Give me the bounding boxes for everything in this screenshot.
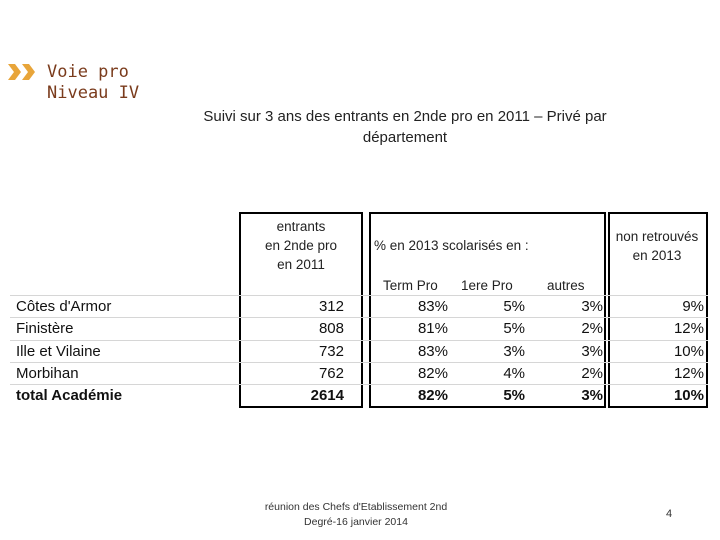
header-scolarises: % en 2013 scolarisés en : [374, 238, 529, 253]
table-row: Finistère 808 81% 5% 2% 12% [10, 318, 710, 340]
department-name: Côtes d'Armor [16, 298, 112, 315]
table-row: Côtes d'Armor 312 83% 5% 3% 9% [10, 296, 710, 318]
page-number: 4 [666, 508, 673, 520]
slide-title: Suivi sur 3 ans des entrants en 2nde pro… [150, 106, 660, 148]
table-border [369, 212, 606, 214]
row-divider [10, 295, 708, 296]
premiere-pro-value: 5% [503, 320, 525, 337]
table-total-row: total Académie 2614 82% 5% 3% 10% [10, 385, 710, 407]
department-name: Finistère [16, 320, 74, 337]
non-retrouves-value: 12% [673, 320, 704, 337]
non-retrouves-value: 10% [673, 387, 704, 404]
table-border [239, 212, 363, 214]
footer: réunion des Chefs d'Etablissement 2nd De… [240, 500, 472, 530]
row-divider [10, 317, 708, 318]
section-title-line-1: Voie pro [47, 62, 129, 82]
autres-value: 2% [581, 320, 603, 337]
term-pro-value: 83% [417, 343, 448, 360]
premiere-pro-value: 5% [503, 387, 525, 404]
autres-value: 3% [581, 298, 603, 315]
table-border [239, 406, 363, 408]
table-border [706, 212, 708, 408]
table-border [604, 212, 606, 408]
row-divider [10, 384, 708, 385]
entrants-value: 312 [318, 298, 344, 315]
subheader-term-pro: Term Pro [383, 278, 438, 293]
autres-value: 2% [581, 365, 603, 382]
table-border [239, 212, 241, 408]
non-retrouves-value: 9% [682, 298, 704, 315]
premiere-pro-value: 3% [503, 343, 525, 360]
double-chevron-icon [8, 64, 35, 80]
row-divider [10, 340, 708, 341]
term-pro-value: 81% [417, 320, 448, 337]
section-title-line-2: Niveau IV [47, 83, 140, 103]
subheader-autres: autres [547, 278, 585, 293]
entrants-value: 732 [318, 343, 344, 360]
slide-title-line-2: département [362, 129, 448, 146]
table-border [369, 212, 371, 408]
table-border [608, 212, 708, 214]
autres-value: 3% [581, 387, 603, 404]
table-row: Morbihan 762 82% 4% 2% 12% [10, 363, 710, 385]
department-name: Morbihan [16, 365, 79, 382]
table-border [608, 406, 708, 408]
footer-line-2: Degré-16 janvier 2014 [304, 516, 408, 528]
entrants-value: 762 [318, 365, 344, 382]
total-label: total Académie [16, 387, 123, 404]
premiere-pro-value: 4% [503, 365, 525, 382]
non-retrouves-value: 12% [673, 365, 704, 382]
term-pro-value: 82% [417, 387, 448, 404]
header-entrants: entrants en 2nde pro en 2011 [264, 219, 338, 272]
subheader-1ere-pro: 1ere Pro [461, 278, 513, 293]
table-row: Ille et Vilaine 732 83% 3% 3% 10% [10, 341, 710, 363]
row-divider [10, 362, 708, 363]
table-border [369, 406, 606, 408]
non-retrouves-value: 10% [673, 343, 704, 360]
term-pro-value: 83% [417, 298, 448, 315]
entrants-value: 2614 [310, 387, 344, 404]
section-title: Voie pro Niveau IV [47, 62, 139, 104]
autres-value: 3% [581, 343, 603, 360]
table-border [361, 212, 363, 408]
slide-title-line-1: Suivi sur 3 ans des entrants en 2nde pro… [203, 108, 607, 125]
term-pro-value: 82% [417, 365, 448, 382]
entrants-value: 808 [318, 320, 344, 337]
header-non-retrouves: non retrouvés en 2013 [615, 229, 699, 263]
footer-line-1: réunion des Chefs d'Etablissement 2nd [264, 501, 448, 513]
department-name: Ille et Vilaine [16, 343, 101, 360]
table-border [608, 212, 610, 408]
premiere-pro-value: 5% [503, 298, 525, 315]
